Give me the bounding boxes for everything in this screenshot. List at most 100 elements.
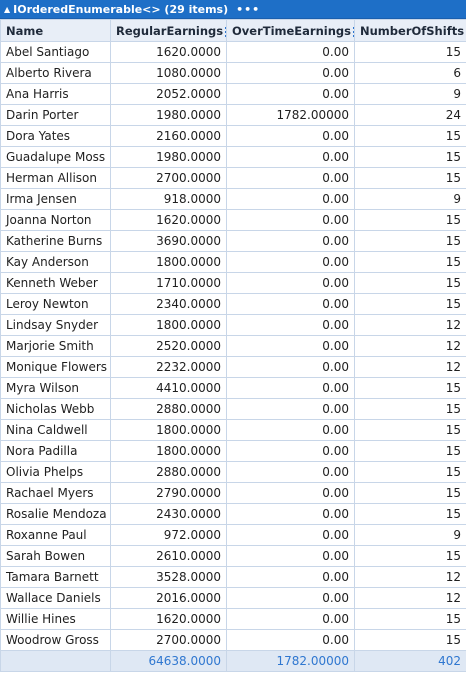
table-cell: 0.00 (226, 125, 355, 147)
table-row[interactable]: Irma Jensen 918.0000 0.00 9 (0, 188, 466, 210)
table-row[interactable]: Roxanne Paul 972.0000 0.00 9 (0, 524, 466, 546)
table-cell: Leroy Newton (0, 293, 111, 315)
table-cell: 15 (354, 482, 466, 504)
total-cell: 1782.00000 (226, 650, 355, 672)
table-row[interactable]: Herman Allison 2700.0000 0.00 15 (0, 167, 466, 189)
table-row[interactable]: Rachael Myers 2790.0000 0.00 15 (0, 482, 466, 504)
table-row[interactable]: Dora Yates 2160.0000 0.00 15 (0, 125, 466, 147)
table-cell: 15 (354, 377, 466, 399)
column-header-0[interactable]: Name (0, 19, 111, 42)
column-header-label: RegularEarnings (116, 23, 224, 38)
table-cell: 0.00 (226, 293, 355, 315)
table-row[interactable]: Kay Anderson 1800.0000 0.00 15 (0, 251, 466, 273)
table-body: Abel Santiago 1620.0000 0.00 15 Alberto Rive… (0, 41, 466, 672)
table-cell: Willie Hines (0, 608, 111, 630)
table-row[interactable]: Alberto Rivera 1080.0000 0.00 6 (0, 62, 466, 84)
table-cell: 1620.0000 (110, 209, 227, 231)
table-cell: 15 (354, 209, 466, 231)
results-table: Name RegularEarnings OverTimeEarnings Numbe… (0, 19, 466, 672)
column-menu-icon[interactable] (225, 26, 226, 37)
table-cell: 0.00 (226, 482, 355, 504)
table-row[interactable]: Leroy Newton 2340.0000 0.00 15 (0, 293, 466, 315)
table-cell: 0.00 (226, 503, 355, 525)
table-cell: 0.00 (226, 188, 355, 210)
table-cell: 9 (354, 188, 466, 210)
table-cell: 9 (354, 83, 466, 105)
collapse-triangle-icon[interactable]: ▲ (4, 4, 11, 14)
table-cell: Wallace Daniels (0, 587, 111, 609)
table-row[interactable]: Wallace Daniels 2016.0000 0.00 12 (0, 587, 466, 609)
table-cell: 15 (354, 461, 466, 483)
table-row[interactable]: Joanna Norton 1620.0000 0.00 15 (0, 209, 466, 231)
table-row[interactable]: Ana Harris 2052.0000 0.00 9 (0, 83, 466, 105)
table-cell: 1980.0000 (110, 146, 227, 168)
table-cell: 12 (354, 566, 466, 588)
table-cell: 0.00 (226, 167, 355, 189)
table-cell: 2610.0000 (110, 545, 227, 567)
column-header-3[interactable]: NumberOfShifts (354, 19, 466, 42)
table-row[interactable]: Abel Santiago 1620.0000 0.00 15 (0, 41, 466, 63)
table-cell: 0.00 (226, 587, 355, 609)
table-cell: Katherine Burns (0, 230, 111, 252)
table-cell: 0.00 (226, 461, 355, 483)
table-row[interactable]: Nicholas Webb 2880.0000 0.00 15 (0, 398, 466, 420)
table-row[interactable]: Marjorie Smith 2520.0000 0.00 12 (0, 335, 466, 357)
table-cell: 0.00 (226, 398, 355, 420)
table-cell: Woodrow Gross (0, 629, 111, 651)
table-row[interactable]: Kenneth Weber 1710.0000 0.00 15 (0, 272, 466, 294)
table-cell: Dora Yates (0, 125, 111, 147)
table-cell: 2880.0000 (110, 461, 227, 483)
table-cell: 0.00 (226, 524, 355, 546)
results-title-bar[interactable]: ▲ IOrderedEnumerable<> (29 items) ••• (0, 0, 466, 19)
table-cell: 15 (354, 293, 466, 315)
table-cell: 0.00 (226, 62, 355, 84)
header-row: Name RegularEarnings OverTimeEarnings Numbe… (0, 19, 466, 42)
table-row[interactable]: Guadalupe Moss 1980.0000 0.00 15 (0, 146, 466, 168)
table-cell: Myra Wilson (0, 377, 111, 399)
table-cell: Joanna Norton (0, 209, 111, 231)
table-cell: 1782.00000 (226, 104, 355, 126)
table-cell: 15 (354, 146, 466, 168)
table-cell: 2790.0000 (110, 482, 227, 504)
table-cell: 1080.0000 (110, 62, 227, 84)
column-menu-icon[interactable] (353, 26, 354, 37)
table-cell: Nicholas Webb (0, 398, 111, 420)
table-cell: Nina Caldwell (0, 419, 111, 441)
column-header-2[interactable]: OverTimeEarnings (226, 19, 355, 42)
table-row[interactable]: Katherine Burns 3690.0000 0.00 15 (0, 230, 466, 252)
table-cell: 2880.0000 (110, 398, 227, 420)
column-header-1[interactable]: RegularEarnings (110, 19, 227, 42)
table-row[interactable]: Monique Flowers 2232.0000 0.00 12 (0, 356, 466, 378)
table-row[interactable]: Rosalie Mendoza 2430.0000 0.00 15 (0, 503, 466, 525)
table-cell: 15 (354, 230, 466, 252)
table-cell: 6 (354, 62, 466, 84)
table-row[interactable]: Willie Hines 1620.0000 0.00 15 (0, 608, 466, 630)
table-row[interactable]: Sarah Bowen 2610.0000 0.00 15 (0, 545, 466, 567)
table-row[interactable]: Woodrow Gross 2700.0000 0.00 15 (0, 629, 466, 651)
table-cell: 2430.0000 (110, 503, 227, 525)
table-cell: 0.00 (226, 440, 355, 462)
table-row[interactable]: Nora Padilla 1800.0000 0.00 15 (0, 440, 466, 462)
table-cell: Abel Santiago (0, 41, 111, 63)
table-cell: 15 (354, 398, 466, 420)
table-row[interactable]: Tamara Barnett 3528.0000 0.00 12 (0, 566, 466, 588)
table-cell: 0.00 (226, 272, 355, 294)
table-row[interactable]: Darin Porter 1980.0000 1782.00000 24 (0, 104, 466, 126)
table-cell: Darin Porter (0, 104, 111, 126)
table-cell: 1800.0000 (110, 314, 227, 336)
more-options-icon[interactable]: ••• (236, 2, 261, 16)
total-cell (0, 650, 111, 672)
table-cell: 0.00 (226, 419, 355, 441)
table-row[interactable]: Nina Caldwell 1800.0000 0.00 15 (0, 419, 466, 441)
table-row[interactable]: Myra Wilson 4410.0000 0.00 15 (0, 377, 466, 399)
table-row[interactable]: Lindsay Snyder 1800.0000 0.00 12 (0, 314, 466, 336)
table-cell: 1620.0000 (110, 608, 227, 630)
table-cell: Rachael Myers (0, 482, 111, 504)
table-cell: 12 (354, 314, 466, 336)
table-cell: 15 (354, 440, 466, 462)
table-row[interactable]: Olivia Phelps 2880.0000 0.00 15 (0, 461, 466, 483)
table-cell: 15 (354, 251, 466, 273)
table-cell: 0.00 (226, 251, 355, 273)
table-cell: 1620.0000 (110, 41, 227, 63)
